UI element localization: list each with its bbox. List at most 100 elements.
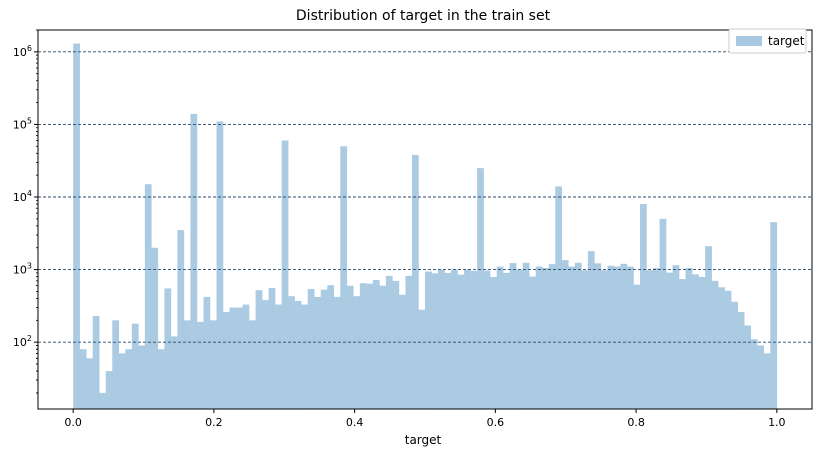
histogram-bar (653, 268, 660, 409)
x-tick-label: 1.0 (768, 416, 786, 429)
histogram-bar (737, 312, 745, 409)
histogram-bar (633, 284, 641, 409)
histogram-bar (587, 251, 595, 409)
histogram-bar (275, 304, 282, 409)
y-axis: 102 103 104 105 106 (13, 29, 38, 394)
x-tick-label: 0.8 (627, 416, 645, 429)
histogram-bar (607, 265, 615, 409)
histogram-bar (86, 358, 93, 409)
histogram-bar (724, 290, 732, 409)
histogram-bar (470, 270, 478, 409)
histogram-bar (626, 266, 634, 409)
histogram-bar (646, 270, 654, 409)
histogram-bar (705, 246, 712, 409)
legend-box (728, 28, 807, 54)
histogram-bar (170, 336, 178, 409)
histogram-bar (73, 43, 80, 410)
histogram-bar (392, 280, 400, 409)
histogram-bar (138, 345, 146, 409)
histogram-bar (301, 304, 308, 409)
histogram-bar (718, 287, 725, 409)
y-tick-label: 102 (13, 334, 32, 349)
histogram-bar (99, 392, 107, 409)
y-tick-label: 103 (13, 262, 32, 277)
histogram-bar (262, 300, 269, 409)
histogram-bar (210, 320, 217, 409)
histogram-bar (574, 262, 582, 409)
histogram-bar (112, 320, 120, 409)
histogram-bar (144, 184, 152, 409)
histogram-bar (340, 146, 348, 409)
histogram-bar (561, 260, 569, 409)
histogram-bar (438, 269, 445, 409)
histogram-bar (542, 268, 550, 409)
histogram-bar (548, 264, 556, 409)
histogram-bar (216, 121, 224, 410)
histogram-bar (157, 349, 165, 409)
legend-label: target (768, 34, 805, 48)
histogram-bar (79, 349, 87, 409)
histogram-bar (236, 307, 243, 409)
histogram-bar (268, 287, 276, 409)
chart-title: Distribution of target in the train set (296, 8, 551, 24)
histogram-bar (535, 266, 543, 409)
histogram-bar (281, 140, 289, 409)
y-tick-label: 105 (13, 116, 32, 131)
histogram-bar (353, 296, 361, 409)
histogram-bar (431, 273, 439, 409)
histogram-bar (131, 323, 139, 409)
histogram-bar (242, 304, 250, 409)
x-axis-label: target (405, 433, 442, 447)
histogram-bar (529, 276, 537, 409)
histogram-bar (372, 279, 380, 409)
histogram-bar (359, 283, 367, 409)
histogram-bar (177, 230, 185, 409)
histogram-bar (92, 315, 100, 409)
histogram-bar (483, 270, 491, 409)
x-tick-label: 0.2 (205, 416, 223, 429)
histogram-bar (151, 247, 159, 409)
x-axis: 0.0 0.2 0.4 0.6 0.8 1.0 (64, 409, 786, 429)
histogram-bar (327, 285, 335, 409)
legend-swatch (736, 36, 762, 46)
histogram-bar (464, 269, 471, 409)
histogram-bar (229, 307, 237, 409)
histogram-bar (223, 312, 230, 409)
histogram-bar (640, 204, 647, 409)
histogram-bar (659, 218, 667, 409)
histogram-bar (672, 265, 680, 409)
histogram-bar (568, 266, 576, 409)
histogram-bar (451, 269, 458, 409)
histogram-bar (581, 270, 589, 409)
histogram-bar (183, 320, 191, 409)
histogram-bar (203, 296, 211, 409)
histogram-bar (744, 325, 752, 409)
histogram-bar (255, 290, 263, 409)
histogram-bar (118, 353, 126, 409)
histogram-bar (503, 272, 510, 409)
histogram-bar (516, 269, 523, 409)
histogram-bar (190, 113, 198, 409)
histogram-bar (731, 301, 738, 409)
histogram-bar (698, 277, 706, 409)
histogram-bar (314, 296, 322, 409)
histogram-bar (411, 154, 419, 409)
histogram-bar (196, 321, 204, 409)
histogram-bar (555, 186, 563, 409)
histogram-bar (490, 277, 497, 409)
histogram-bar (750, 339, 758, 409)
histogram-bar (522, 262, 530, 409)
histogram-bar (164, 288, 172, 409)
x-tick-label: 0.4 (346, 416, 364, 429)
histogram-bar (711, 280, 719, 409)
histogram-bar (770, 222, 778, 409)
histogram-bar (477, 168, 484, 409)
histogram-bar (379, 285, 387, 409)
histogram-bar (366, 283, 374, 409)
histogram-bar (320, 289, 328, 409)
histogram-bar (685, 268, 693, 409)
histogram-bar (333, 296, 341, 409)
histogram-bar (692, 274, 699, 409)
x-tick-label: 0.6 (487, 416, 505, 429)
